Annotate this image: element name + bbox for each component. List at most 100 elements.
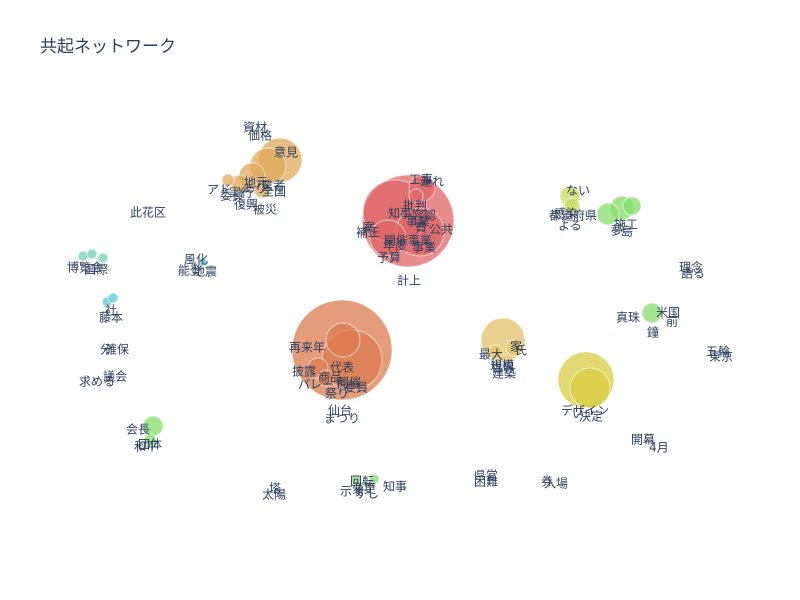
node-label: 夢 xyxy=(611,224,623,238)
node-label: 披露 xyxy=(292,365,316,379)
node-label: 工事 xyxy=(409,173,433,187)
node-bubble xyxy=(488,344,504,360)
node-label: 開催 xyxy=(384,234,408,248)
node-bubble xyxy=(368,473,380,485)
isolated-node-label: 困難 xyxy=(474,474,498,489)
node-label: 業者 xyxy=(261,179,285,193)
node-label: 団体 xyxy=(138,438,162,452)
node-label: 知事 xyxy=(388,207,412,221)
node-bubble xyxy=(221,173,235,187)
node-label: よる xyxy=(558,219,582,233)
node-label: 再来年 xyxy=(289,341,325,355)
node-label: 資材 xyxy=(243,121,267,135)
node-label: 被災 xyxy=(253,203,277,217)
node-label: 委員 xyxy=(220,189,244,203)
node-label: 補正 xyxy=(356,226,380,240)
node-bubble xyxy=(505,339,523,357)
node-label: 開催 xyxy=(337,376,361,390)
node-label: まつり xyxy=(324,412,360,426)
node-label: すし xyxy=(355,487,379,501)
node-label: 社 xyxy=(105,303,117,318)
node-label: 祭り xyxy=(325,387,349,401)
node-label: パレード xyxy=(298,378,346,392)
isolated-node-label: 4月 xyxy=(649,441,669,455)
node-label: 公共 xyxy=(429,223,453,237)
node-label: 和平 xyxy=(134,440,158,454)
node-label: 家 xyxy=(510,339,522,354)
node-label: デザイン xyxy=(561,403,609,418)
node-bubble xyxy=(408,188,424,204)
isolated-node-label: 求める xyxy=(79,375,115,389)
node-label: 代表 xyxy=(330,361,354,375)
node-label: 事業 xyxy=(412,241,436,255)
node-label: 回転 xyxy=(350,475,374,489)
node-label: 予算 xyxy=(377,250,401,265)
node-label: あり xyxy=(243,182,267,196)
node-label: 変更 xyxy=(352,481,376,496)
node-label: 規模 xyxy=(490,358,514,373)
node-label: 風化 xyxy=(184,253,208,267)
node-label: 最大 xyxy=(479,348,503,362)
node-label: 価格 xyxy=(248,128,272,143)
isolated-node-label: 県営 xyxy=(474,469,498,483)
node-label: 復興 xyxy=(234,197,258,212)
node-bubble xyxy=(86,248,98,260)
isolated-node-label: 塔 xyxy=(269,482,281,496)
node-label: 意見 xyxy=(274,145,298,160)
isolated-node-label: 開幕 xyxy=(631,433,655,447)
node-label: 建築 xyxy=(492,366,516,381)
node-bubble xyxy=(350,474,362,486)
isolated-node-label: 東京 xyxy=(709,350,733,364)
node-label: 藤本 xyxy=(99,311,123,325)
node-label: ない xyxy=(566,184,590,198)
node-bubble xyxy=(641,302,663,324)
isolated-node-label: 太陽 xyxy=(262,487,286,502)
node-bubble xyxy=(107,292,119,304)
node-label: アド xyxy=(207,183,231,197)
node-label: 事業 xyxy=(408,234,432,248)
node-bubble xyxy=(77,250,89,262)
node-label: 仙台 xyxy=(328,403,352,418)
node-label: 計上 xyxy=(397,273,421,288)
node-label: 知事 xyxy=(383,480,407,494)
node-label: 批判 xyxy=(403,198,427,213)
isolated-node-label: 理念 xyxy=(679,260,703,275)
node-label: 博覧会 xyxy=(67,260,103,275)
isolated-node-label: 五輪 xyxy=(706,344,730,359)
node-bubble xyxy=(369,219,407,257)
node-label: 案 xyxy=(363,220,375,235)
node-label: 全国 xyxy=(262,184,286,199)
node-label: 示す xyxy=(340,485,364,499)
isolated-node-label: 分 xyxy=(100,343,112,357)
node-label: い xyxy=(572,407,584,421)
node-label: 遅れ xyxy=(420,175,444,189)
node-label: 施工 xyxy=(614,218,638,232)
node-label: 真珠 xyxy=(616,311,640,325)
node-label: 前 xyxy=(666,314,678,329)
node-label: 氏 xyxy=(515,344,527,358)
node-label: 費 xyxy=(415,220,427,235)
isolated-node-label: 確保 xyxy=(105,342,129,357)
node-label: 商品 xyxy=(318,370,342,385)
node-bubble xyxy=(143,433,157,447)
node-label: 委員 xyxy=(344,381,368,395)
node-label: 都道府県 xyxy=(549,208,597,223)
isolated-node-label: 此花区 xyxy=(130,205,166,220)
node-label: 米国 xyxy=(656,306,680,320)
isolated-node-label: 語る xyxy=(681,266,705,281)
node-label: 実行 xyxy=(229,185,253,200)
node-label: 地元 xyxy=(244,176,268,190)
bubbles-layer xyxy=(77,137,663,486)
node-bubble xyxy=(97,252,109,264)
node-label: 事業 xyxy=(406,215,430,229)
node-bubble xyxy=(622,196,642,216)
node-label: 島 xyxy=(621,224,633,239)
node-bubble xyxy=(563,197,581,215)
node-label: 容認 xyxy=(412,208,436,223)
isolated-node-label: 議会 xyxy=(103,370,127,384)
node-bubble xyxy=(569,367,611,409)
isolated-node-label: 入場 xyxy=(544,477,568,491)
node-bubble xyxy=(198,257,208,267)
